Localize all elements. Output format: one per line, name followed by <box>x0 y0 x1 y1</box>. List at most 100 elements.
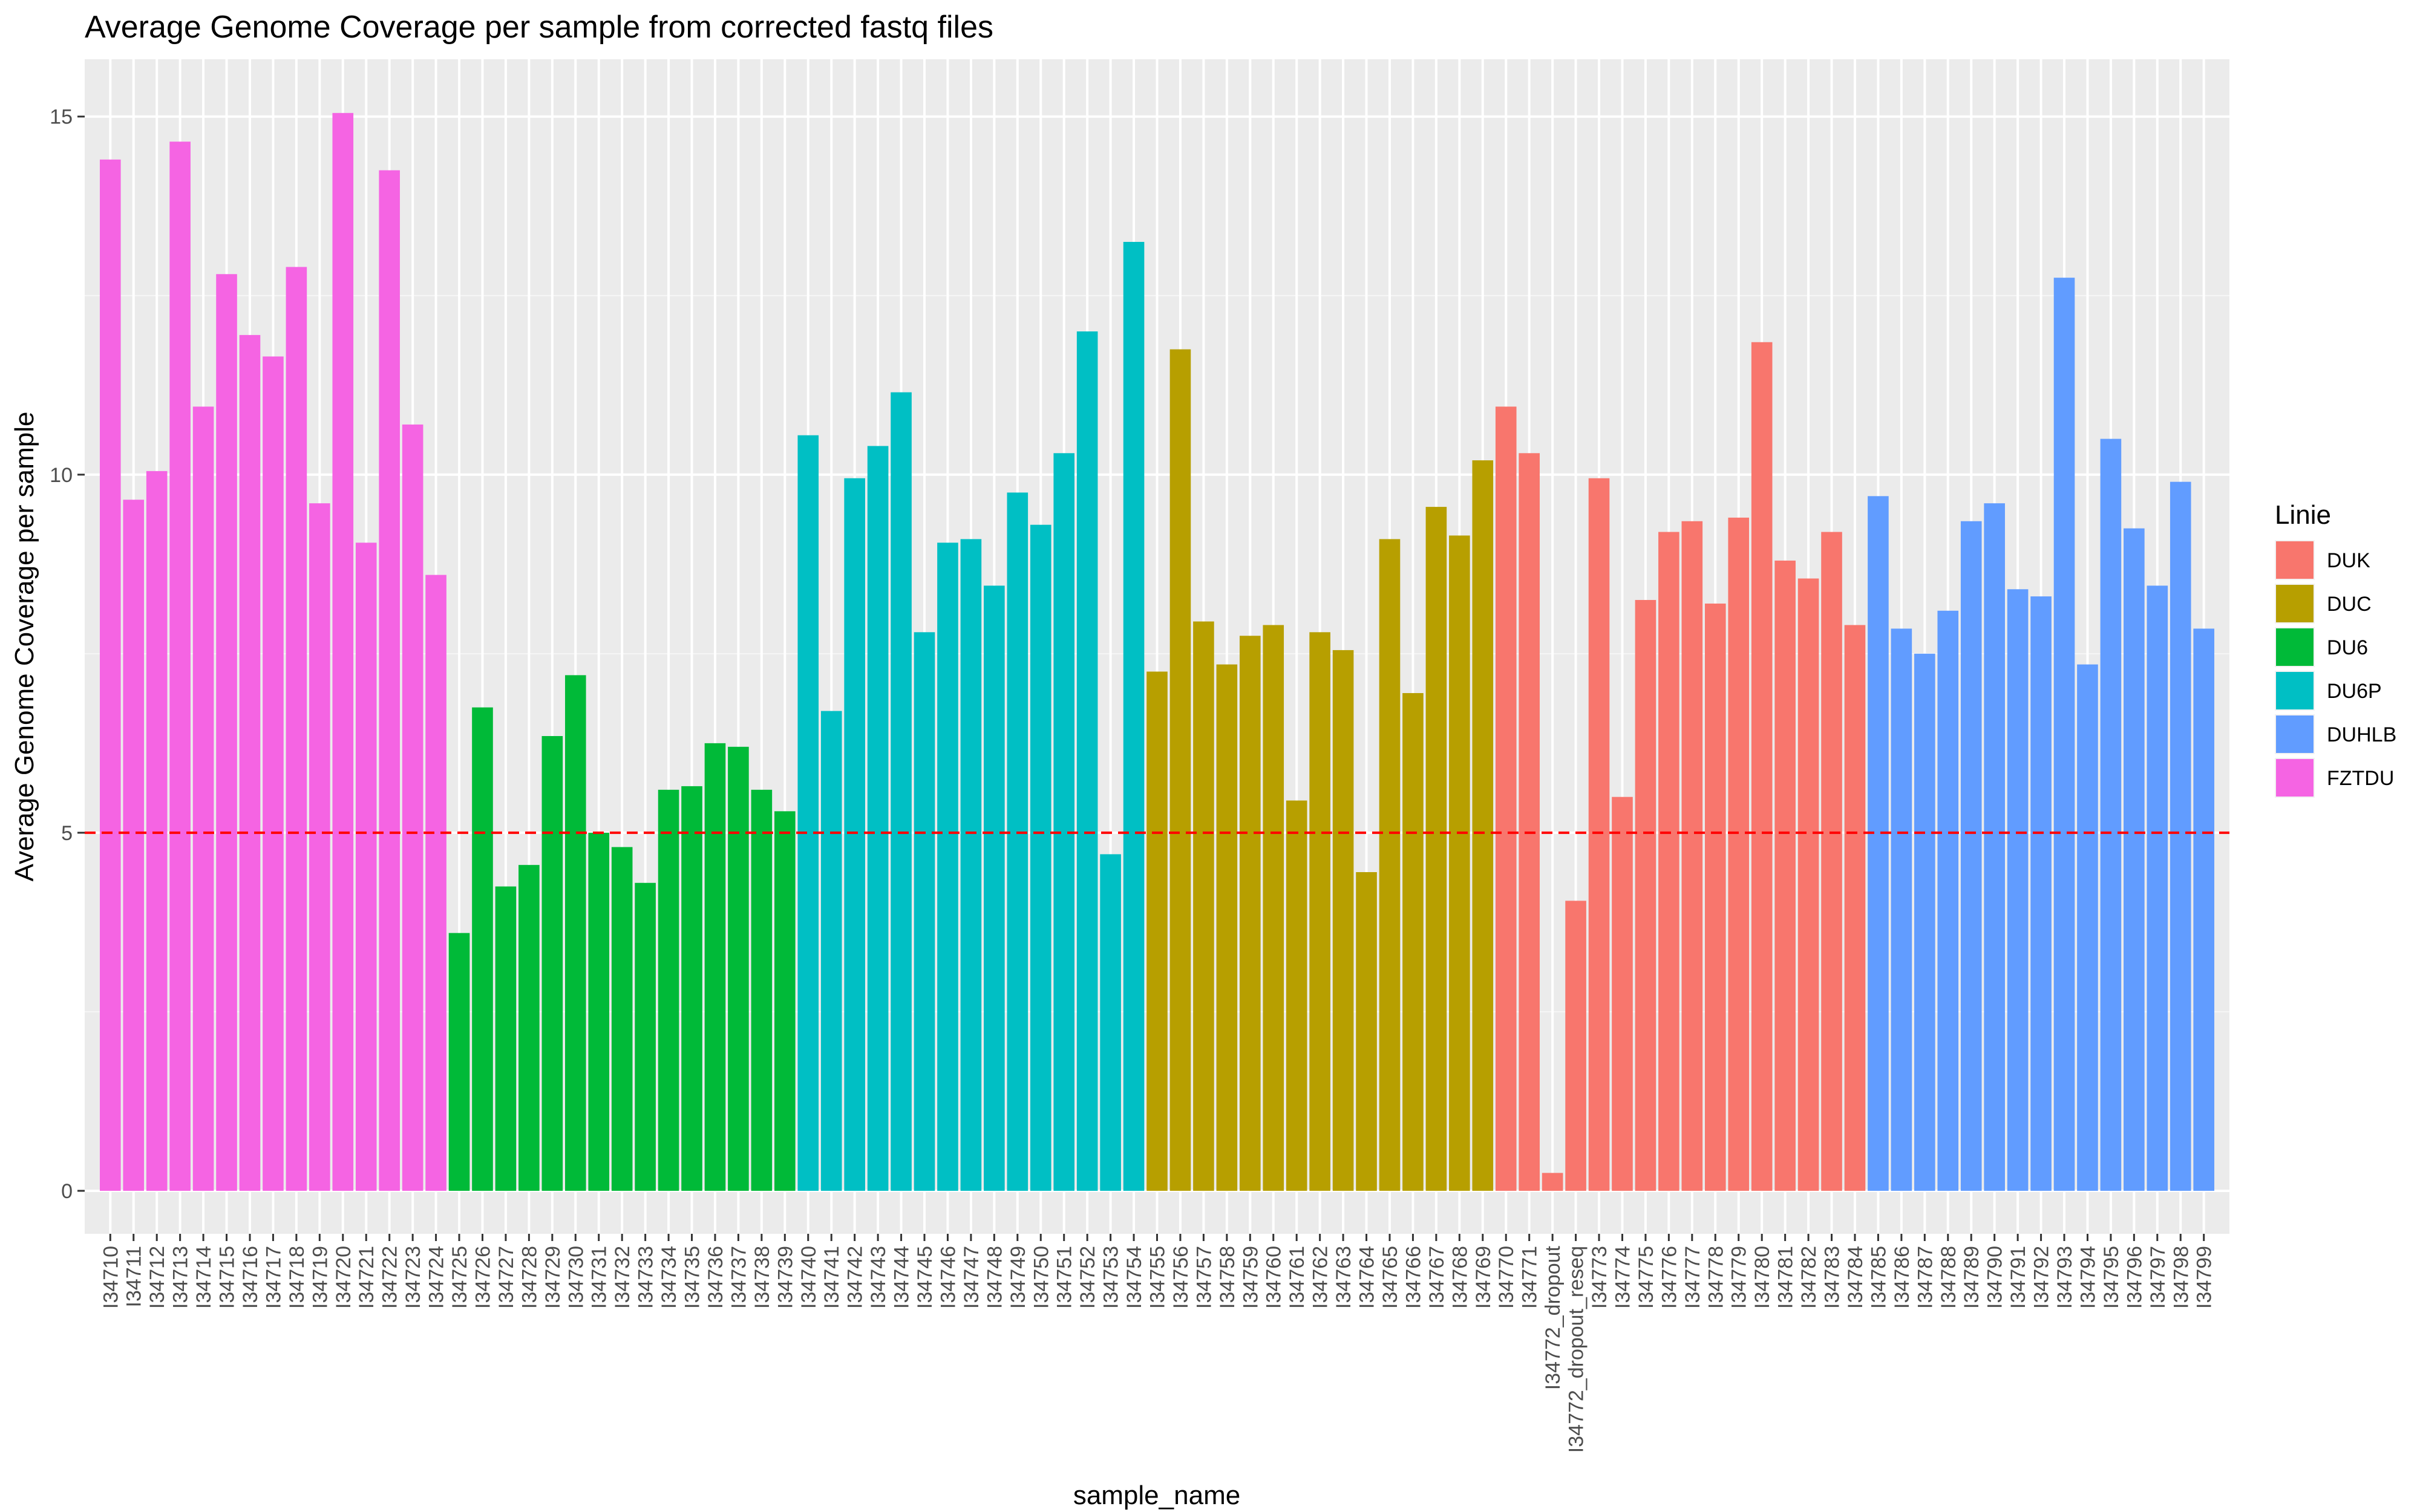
x-tick-label: I34714 <box>192 1246 215 1309</box>
x-tick-label: I34751 <box>1053 1246 1076 1309</box>
x-tick-label: I34712 <box>146 1246 169 1309</box>
bar <box>1797 578 1819 1191</box>
bar <box>704 743 726 1191</box>
bar <box>960 539 982 1191</box>
legend: Linie DUK DUC DU6 DU6P DUHLB FZTDU <box>2275 500 2396 798</box>
x-tick-label: I34730 <box>564 1246 587 1309</box>
bar <box>1146 671 1168 1191</box>
legend-swatch <box>2276 628 2314 666</box>
bar <box>820 711 842 1191</box>
bar <box>192 406 214 1191</box>
x-tick-label: I34784 <box>1844 1246 1867 1309</box>
x-tick-label: I34720 <box>332 1246 355 1309</box>
x-tick-label: I34786 <box>1891 1246 1914 1309</box>
bar <box>2147 585 2168 1191</box>
x-tick-label: I34733 <box>635 1246 658 1309</box>
bar <box>169 142 191 1191</box>
bar <box>1542 1173 1563 1191</box>
bar <box>1169 349 1191 1191</box>
bar <box>2193 628 2215 1191</box>
x-tick-label: I34785 <box>1867 1246 1890 1309</box>
x-tick-label: I34773 <box>1588 1246 1611 1309</box>
bar <box>355 543 377 1191</box>
x-tick-label: I34750 <box>1030 1246 1053 1309</box>
x-tick-label: I34742 <box>844 1246 867 1309</box>
bar <box>448 933 470 1191</box>
bar <box>2100 438 2122 1191</box>
bar <box>1868 496 1889 1191</box>
bar <box>1053 453 1075 1191</box>
bar <box>564 675 586 1191</box>
legend-title: Linie <box>2275 500 2331 530</box>
y-tick-label: 15 <box>50 106 73 129</box>
legend-swatch <box>2276 759 2314 797</box>
x-tick-label: I34795 <box>2100 1246 2123 1309</box>
bar <box>2053 278 2075 1191</box>
x-tick-label: I34774 <box>1611 1246 1634 1309</box>
x-tick-label: I34761 <box>1286 1246 1309 1309</box>
chart-title: Average Genome Coverage per sample from … <box>85 10 993 45</box>
bar <box>1635 600 1656 1191</box>
x-tick-label: I34721 <box>355 1246 378 1309</box>
bar <box>239 334 261 1191</box>
x-tick-label: I34772_dropout_reseq <box>1565 1246 1588 1453</box>
x-tick-label: I34726 <box>471 1246 494 1309</box>
x-tick-label: I34735 <box>681 1246 704 1309</box>
x-tick-label: I34749 <box>1007 1246 1030 1309</box>
bar <box>541 736 563 1191</box>
x-tick-label: I34788 <box>1937 1246 1960 1309</box>
bar <box>1681 521 1703 1191</box>
bar <box>1472 460 1494 1191</box>
legend-label: DUC <box>2327 593 2372 616</box>
x-tick-label: I34741 <box>820 1246 843 1309</box>
x-tick-label: I34754 <box>1123 1246 1146 1309</box>
legend-label: FZTDU <box>2327 767 2394 790</box>
x-tick-label: I34753 <box>1100 1246 1123 1309</box>
bar <box>635 882 656 1191</box>
bars <box>99 112 2215 1191</box>
x-tick-label: I34782 <box>1797 1246 1820 1309</box>
bar <box>914 632 935 1191</box>
bar <box>425 575 446 1191</box>
bar <box>1007 492 1028 1191</box>
x-tick-label: I34796 <box>2123 1246 2146 1309</box>
x-tick-label: I34798 <box>2170 1246 2193 1309</box>
x-tick-label: I34746 <box>937 1246 960 1309</box>
bar <box>402 424 424 1191</box>
x-tick-label: I34763 <box>1332 1246 1355 1309</box>
bar <box>1193 621 1214 1191</box>
x-tick-label: I34747 <box>960 1246 983 1309</box>
bar <box>1332 650 1354 1191</box>
x-tick-label: I34722 <box>379 1246 402 1309</box>
x-tick-label: I34765 <box>1379 1246 1402 1309</box>
bar <box>1984 503 2005 1191</box>
x-tick-label: I34723 <box>402 1246 425 1309</box>
x-tick-label: I34716 <box>239 1246 262 1309</box>
bar <box>611 847 633 1191</box>
x-tick-label: I34752 <box>1076 1246 1099 1309</box>
bar <box>1239 636 1261 1191</box>
bar <box>588 832 610 1191</box>
x-tick-label: I34713 <box>169 1246 192 1309</box>
x-tick-label: I34710 <box>99 1246 122 1309</box>
bar <box>99 159 121 1191</box>
legend-swatch <box>2276 541 2314 579</box>
bar <box>123 500 145 1191</box>
bar <box>937 543 958 1191</box>
x-tick-label: I34737 <box>727 1246 750 1309</box>
bar <box>774 811 796 1191</box>
x-tick-label: I34794 <box>2076 1246 2099 1309</box>
bar <box>2007 589 2029 1191</box>
x-tick-label: I34781 <box>1774 1246 1797 1309</box>
bar <box>286 267 307 1191</box>
bar <box>1100 854 1121 1191</box>
x-tick-label: I34799 <box>2193 1246 2216 1309</box>
bar <box>1704 603 1726 1191</box>
y-tick-label: 5 <box>61 822 73 845</box>
bar <box>891 392 912 1191</box>
bar <box>1565 901 1586 1191</box>
bar <box>681 786 702 1191</box>
bar <box>1519 453 1540 1191</box>
bar <box>2077 664 2098 1191</box>
